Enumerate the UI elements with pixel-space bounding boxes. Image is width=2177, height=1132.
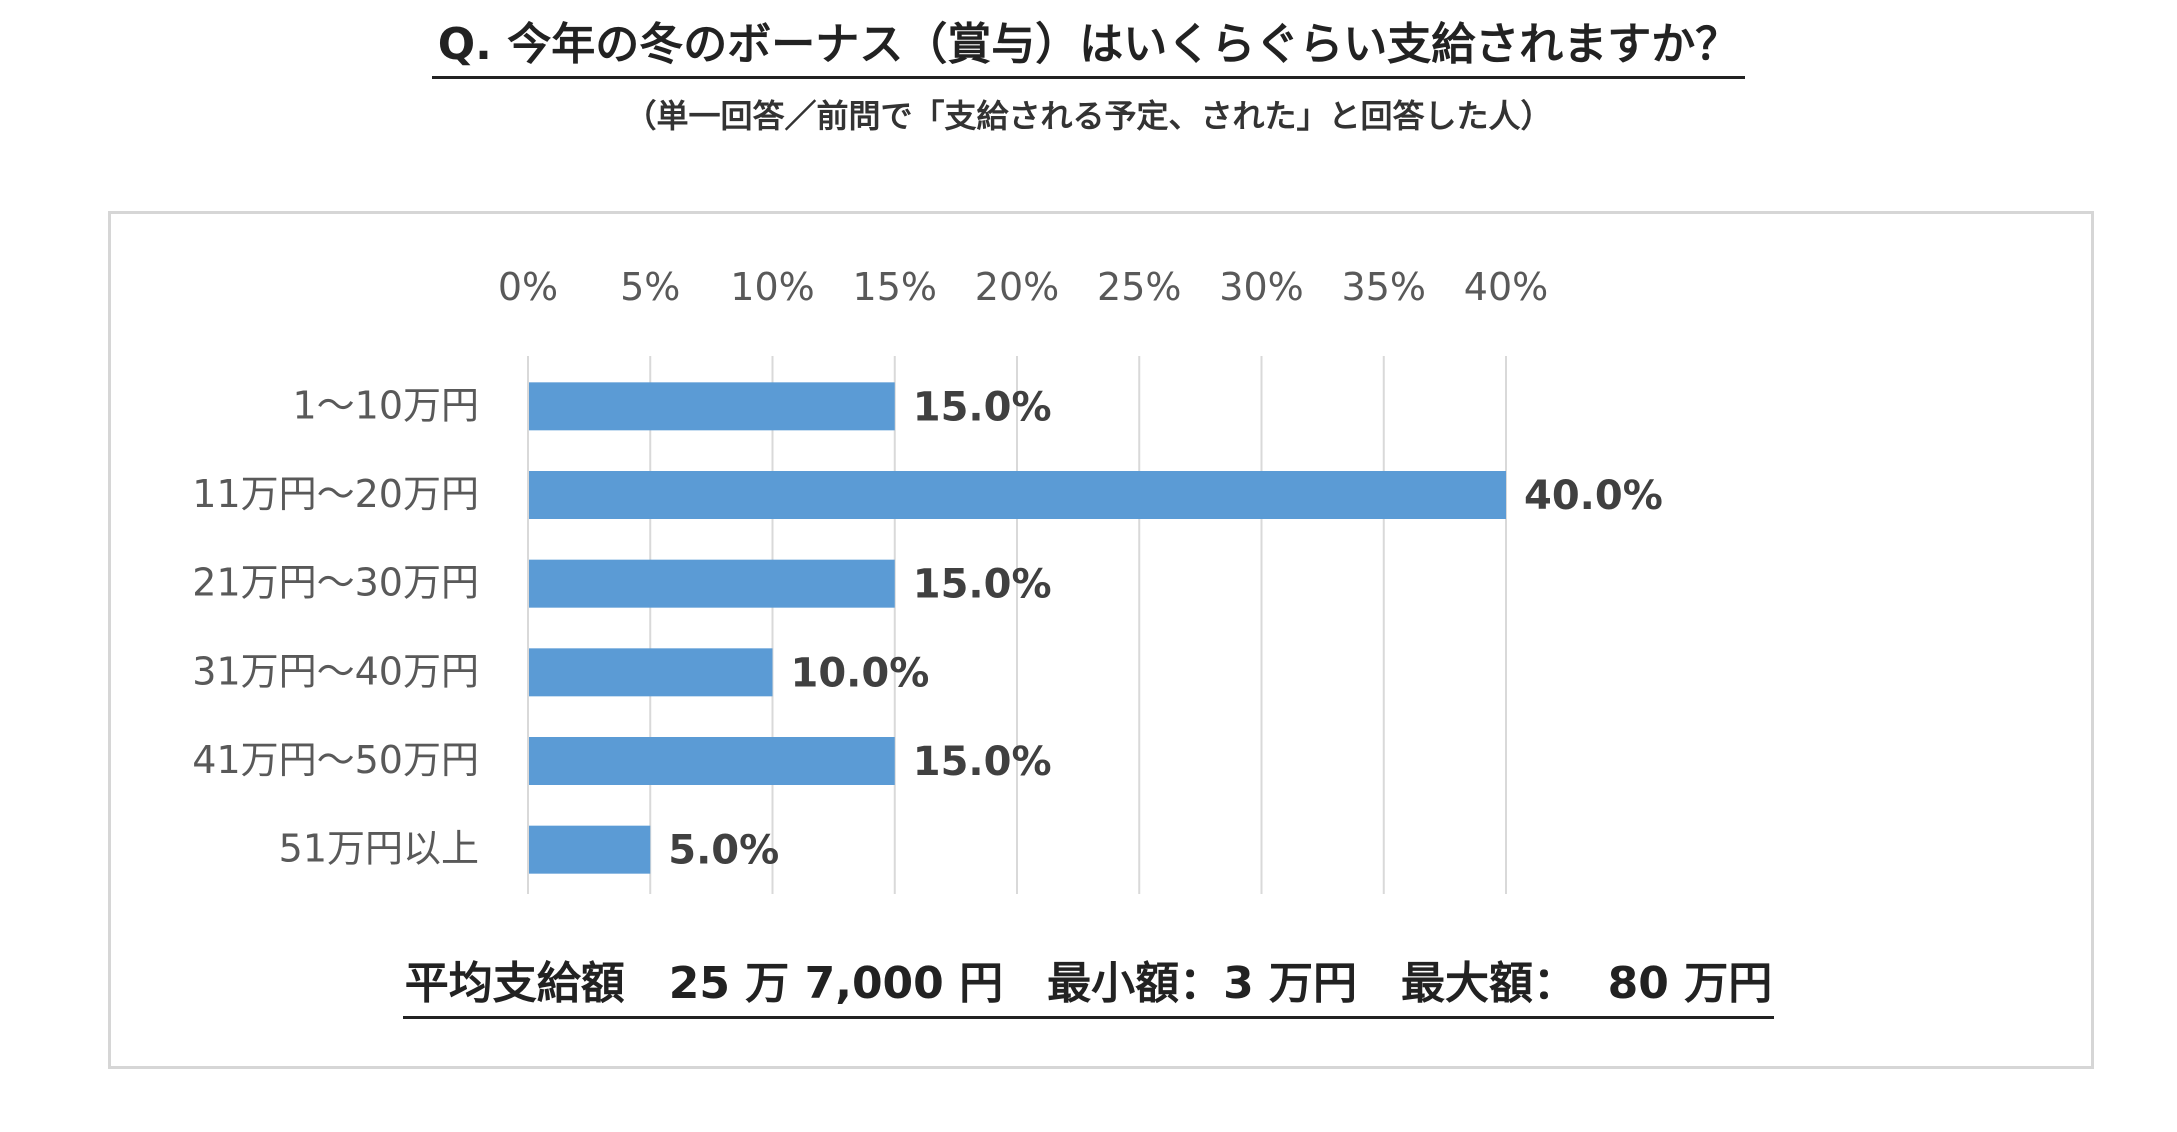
category-label: 41万円～50万円 (192, 738, 479, 782)
data-label: 15.0% (913, 384, 1052, 430)
bar (529, 471, 1506, 519)
x-tick-label: 40% (1464, 265, 1548, 309)
x-tick-label: 5% (620, 265, 680, 309)
summary-text: 平均支給額 25 万 7,000 円 最小額：3 万円 最大額： 80 万円 (402, 952, 1775, 1019)
data-label: 15.0% (913, 562, 1052, 608)
bar (529, 648, 773, 697)
bar (529, 559, 895, 608)
chart-subtitle: （単一回答／前問で「支給される予定、された」と回答した人） (624, 97, 1553, 135)
x-tick-label: 20% (975, 265, 1059, 309)
data-label: 40.0% (1524, 473, 1663, 519)
bar (529, 737, 895, 785)
chart-frame: 0% 5% 10% 15% 20% 25% 30% 35% 40% 1～10万円 15.0% 11万円… (108, 211, 2094, 1069)
data-label: 15.0% (913, 739, 1052, 785)
x-tick-label: 10% (730, 265, 814, 309)
data-label: 10.0% (791, 650, 930, 696)
category-label: 1～10万円 (292, 383, 479, 427)
bar-chart: 0% 5% 10% 15% 20% 25% 30% 35% 40% 1～10万円 15.0% 11万円… (192, 265, 1663, 894)
category-label: 11万円～20万円 (192, 472, 479, 516)
category-label: 51万円以上 (279, 827, 479, 871)
bar (529, 825, 651, 874)
category-label: 21万円～30万円 (192, 561, 479, 605)
x-tick-label: 15% (853, 265, 937, 309)
question-text: Q. 今年の冬のボーナス（賞与）はいくらぐらい支給されますか？ (431, 14, 1746, 79)
data-label: 5.0% (668, 828, 779, 874)
x-tick-label: 25% (1097, 265, 1181, 309)
x-tick-label: 0% (498, 265, 558, 309)
x-tick-label: 30% (1219, 265, 1303, 309)
summary-line: 平均支給額 25 万 7,000 円 最小額：3 万円 最大額： 80 万円 (0, 952, 2177, 1019)
bar (529, 382, 895, 431)
category-label: 31万円～40万円 (192, 649, 479, 693)
x-tick-label: 35% (1342, 265, 1426, 309)
chart-question-title: Q. 今年の冬のボーナス（賞与）はいくらぐらい支給されますか？ (0, 14, 2177, 79)
